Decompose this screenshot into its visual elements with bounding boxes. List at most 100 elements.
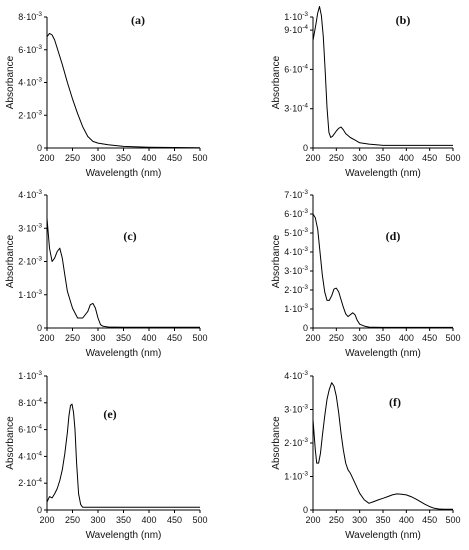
y-tick-label: 3·10-3 (18, 222, 42, 233)
spectrum-line (46, 218, 200, 328)
x-tick-label: 300 (90, 333, 105, 343)
y-tick-label: 8·10-4 (18, 397, 42, 408)
x-tick-label: 200 (39, 515, 54, 525)
chart-panel-3: 200 250 300 350 400 450 500 0 1·10-3 2·10-3 3·10-3… (5, 189, 208, 359)
x-tick-label: 400 (399, 333, 414, 343)
x-axis-label: Wavelength (nm) (86, 530, 162, 541)
y-tick-label: 2·10-3 (284, 284, 308, 295)
x-tick-label: 300 (352, 333, 367, 343)
x-tick-label: 250 (329, 515, 344, 525)
y-tick-label-top: 1·10-3 (284, 11, 308, 22)
y-axis-label: Absorbance (5, 55, 16, 109)
y-axis-label: Absorbance (271, 55, 282, 109)
x-tick-label: 250 (65, 515, 80, 525)
y-tick-label: 2·10-3 (18, 109, 42, 120)
x-tick-label: 200 (305, 153, 320, 163)
y-tick-label: 0 (37, 323, 42, 333)
y-tick-label: 4·10-3 (18, 77, 42, 88)
panel-label: (c) (123, 229, 136, 243)
chart-panel-4: 200 250 300 350 400 450 500 0 1·10-3 2·10-3 3·10-3… (271, 189, 461, 359)
y-tick-label: 7·10-3 (284, 189, 308, 200)
x-axis-label: Wavelength (nm) (86, 348, 162, 359)
x-axis-label: Wavelength (nm) (345, 348, 421, 359)
x-tick-label: 500 (445, 153, 460, 163)
x-tick-label: 400 (141, 515, 156, 525)
y-tick-label: 0 (37, 505, 42, 515)
x-tick-label: 400 (399, 515, 414, 525)
x-tick-label: 250 (65, 153, 80, 163)
x-tick-label: 450 (422, 153, 437, 163)
y-tick-label: 6·10-3 (18, 44, 42, 55)
y-tick-label: 1·10-3 (284, 303, 308, 314)
y-tick-label: 3·10-3 (284, 265, 308, 276)
x-tick-label: 350 (116, 153, 131, 163)
y-tick-label: 4·10-4 (18, 450, 42, 461)
y-axis-label: Absorbance (5, 234, 16, 288)
x-tick-label: 450 (167, 153, 182, 163)
y-axis-label: Absorbance (5, 416, 16, 470)
y-tick-label: 6·10-3 (284, 208, 308, 219)
y-tick-label: 2·10-3 (18, 256, 42, 267)
chart-panel-1: 200 250 300 350 400 450 500 0 2·10-3 4·10-3 6·10-3… (5, 11, 208, 179)
x-tick-label: 500 (192, 153, 207, 163)
spectrum-line (312, 6, 453, 146)
y-tick-label: 1·10-3 (284, 471, 308, 482)
panel-label: (e) (103, 407, 116, 421)
x-tick-label: 400 (141, 153, 156, 163)
x-tick-label: 500 (192, 515, 207, 525)
y-tick-label: 0 (303, 505, 308, 515)
y-tick-label: 4·10-3 (284, 246, 308, 257)
x-tick-label: 300 (352, 153, 367, 163)
y-tick-label: 0 (37, 143, 42, 153)
x-tick-label: 250 (65, 333, 80, 343)
x-tick-label: 450 (422, 333, 437, 343)
y-tick-label: 2·10-3 (284, 437, 308, 448)
x-tick-label: 450 (167, 333, 182, 343)
spectrum-line (312, 382, 453, 510)
x-tick-label: 400 (399, 153, 414, 163)
spectrum-line (46, 403, 200, 508)
x-tick-label: 200 (39, 153, 54, 163)
x-tick-label: 300 (90, 153, 105, 163)
y-axis-label: Absorbance (271, 234, 282, 288)
panel-label: (b) (396, 13, 411, 27)
x-tick-label: 400 (141, 333, 156, 343)
x-tick-label: 350 (116, 333, 131, 343)
y-tick-label-top: 1·10-3 (18, 370, 42, 381)
x-axis-label: Wavelength (nm) (345, 168, 421, 179)
x-tick-label: 450 (422, 515, 437, 525)
x-tick-label: 200 (305, 515, 320, 525)
x-axis-label: Wavelength (nm) (86, 168, 162, 179)
y-tick-label: 0 (303, 323, 308, 333)
y-tick-label: 3·10-3 (284, 404, 308, 415)
y-tick-label: 4·10-3 (18, 189, 42, 200)
x-tick-label: 500 (445, 333, 460, 343)
x-tick-label: 300 (352, 515, 367, 525)
panel-label: (f) (389, 395, 401, 409)
y-axis-label: Absorbance (271, 416, 282, 470)
y-tick-label: 1·10-3 (18, 289, 42, 300)
x-tick-label: 200 (305, 333, 320, 343)
x-tick-label: 350 (375, 333, 390, 343)
x-tick-label: 350 (375, 515, 390, 525)
chart-panel-5: 200 250 300 350 400 450 500 0 2·10-4 4·10-4 6·10-4… (5, 370, 208, 541)
y-tick-label: 6·10-4 (284, 63, 308, 74)
chart-panel-6: 200 250 300 350 400 450 500 0 1·10-3 2·10-3 3·10-3… (271, 370, 461, 541)
y-tick-label: 4·10-3 (284, 370, 308, 381)
panel-label: (d) (386, 229, 401, 243)
x-tick-label: 350 (375, 153, 390, 163)
x-tick-label: 250 (329, 153, 344, 163)
y-tick-label: 8·10-3 (18, 11, 42, 22)
panel-label: (a) (131, 13, 145, 27)
x-tick-label: 300 (90, 515, 105, 525)
x-tick-label: 450 (167, 515, 182, 525)
y-tick-label: 5·10-3 (284, 227, 308, 238)
x-tick-label: 250 (329, 333, 344, 343)
spectrum-line (46, 32, 201, 149)
x-tick-label: 350 (116, 515, 131, 525)
chart-panel-2: 200 250 300 350 400 450 500 0 3·10-4 6·10-4 9·10-4… (271, 6, 461, 179)
x-tick-label: 500 (192, 333, 207, 343)
x-axis-label: Wavelength (nm) (345, 530, 421, 541)
y-tick-label: 9·10-4 (284, 24, 308, 35)
